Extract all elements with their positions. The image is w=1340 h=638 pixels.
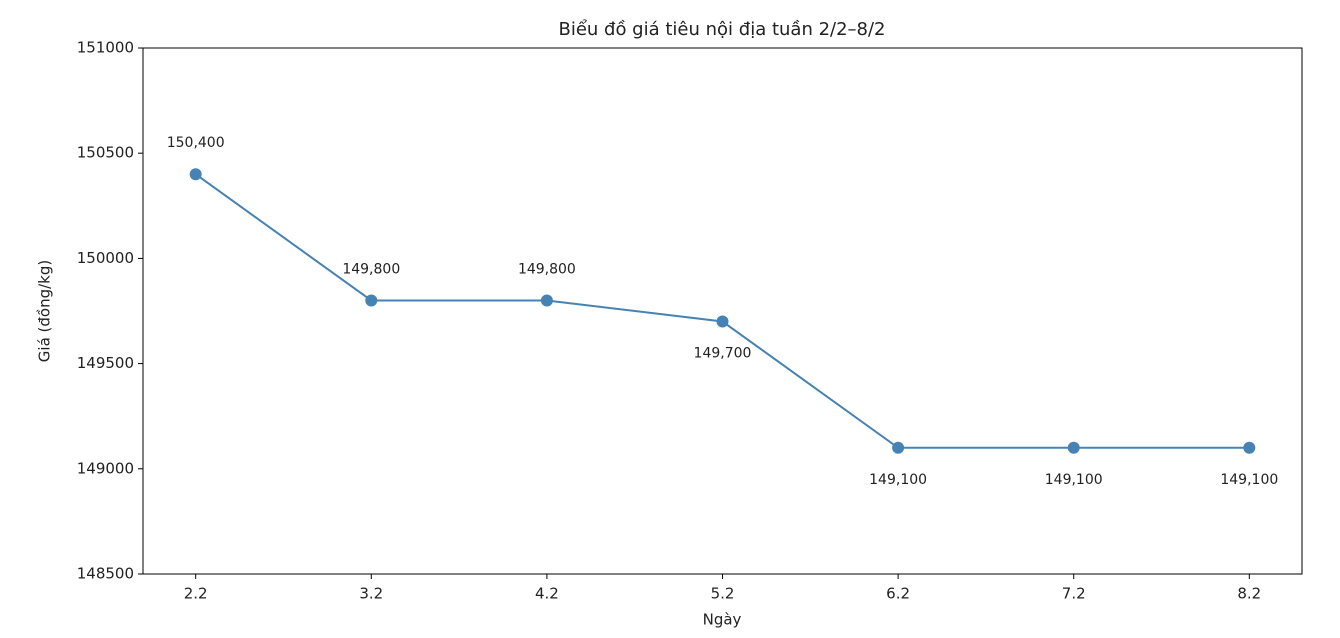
plot-frame <box>142 47 1303 575</box>
x-tick-label: 3.2 <box>359 585 383 603</box>
x-tick-label: 8.2 <box>1237 585 1261 603</box>
y-tick-label: 148500 <box>77 565 134 583</box>
data-point <box>1067 441 1080 454</box>
y-tick-label: 150000 <box>77 249 134 267</box>
data-point <box>716 315 729 328</box>
value-label: 149,700 <box>694 346 752 362</box>
data-point <box>189 168 202 181</box>
chart-title: Biểu đồ giá tiêu nội địa tuần 2/2–8/2 <box>558 19 885 40</box>
data-point <box>892 441 905 454</box>
value-label: 150,400 <box>167 135 225 151</box>
y-tick-label: 151000 <box>77 39 134 57</box>
value-label: 149,100 <box>1045 472 1103 488</box>
value-label: 149,800 <box>518 261 576 277</box>
y-tick-label: 150500 <box>77 144 134 162</box>
y-tick-label: 149000 <box>77 459 134 477</box>
series-line <box>195 173 1250 449</box>
value-label: 149,100 <box>1220 472 1278 488</box>
x-tick-label: 4.2 <box>535 585 559 603</box>
x-axis-label: Ngày <box>703 611 742 629</box>
x-tick-label: 7.2 <box>1062 585 1086 603</box>
data-point <box>365 294 378 307</box>
x-tick-label: 2.2 <box>184 585 208 603</box>
value-label: 149,800 <box>342 261 400 277</box>
data-point <box>1243 441 1256 454</box>
y-tick-label: 149500 <box>77 354 134 372</box>
x-tick-label: 5.2 <box>711 585 735 603</box>
value-label: 149,100 <box>869 472 927 488</box>
data-point <box>540 294 553 307</box>
x-tick-label: 6.2 <box>886 585 910 603</box>
y-axis-label: Giá (đồng/kg) <box>36 260 54 362</box>
